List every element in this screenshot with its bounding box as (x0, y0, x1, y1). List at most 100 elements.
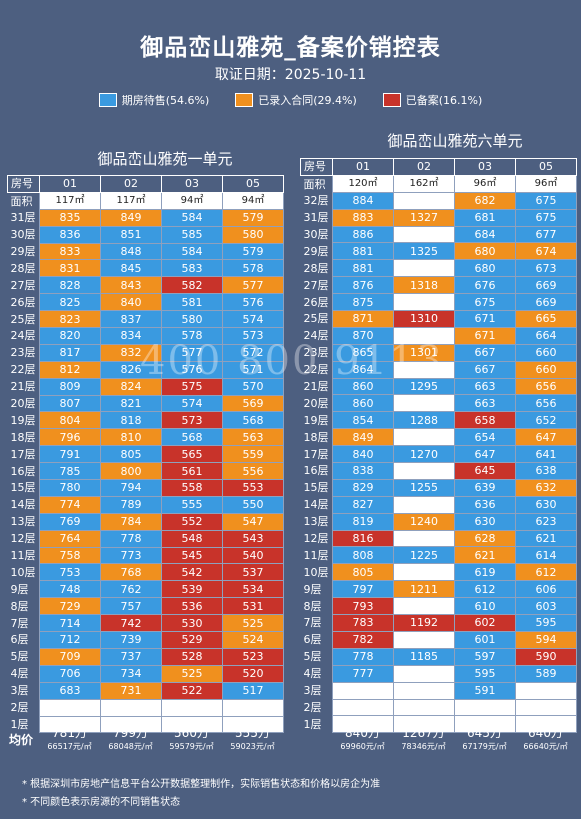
unit-price-cell: 537 (222, 563, 284, 582)
floor-label: 5层 (7, 648, 40, 666)
unit-price-cell: 871 (332, 310, 394, 328)
floor-row: 23层 865 1301 667 660 (300, 343, 577, 362)
unit-price-cell: 574 (222, 310, 284, 329)
unit-price-cell: 671 (454, 310, 516, 328)
floor-label: 13层 (7, 513, 40, 531)
unit-price-cell: 881 (332, 259, 394, 278)
unit-price-cell: 675 (454, 293, 516, 312)
unit-price-cell (393, 259, 455, 278)
avg-price-cell: 840万 69960元/㎡ (332, 724, 393, 752)
floor-row: 19层 854 1288 658 652 (300, 411, 577, 430)
floor-row: 5层 778 1185 597 590 (300, 647, 577, 666)
avg-price-cell: 640万 66640元/㎡ (515, 724, 576, 752)
unit-price-cell: 547 (222, 512, 284, 531)
floor-row: 17层 840 1270 647 641 (300, 445, 577, 464)
unit-price-cell: 742 (100, 614, 162, 633)
unit-price-cell: 647 (515, 428, 577, 447)
floor-row: 26层 875 675 669 (300, 293, 577, 312)
floor-label: 21层 (7, 378, 40, 396)
footnote: * 不同颜色表示房源的不同销售状态 (22, 797, 181, 808)
unit1-table: 房号 01 02 03 05 面积 117㎡ 117㎡ 94㎡ 94㎡ 31层 835 849 584 57… (7, 175, 284, 734)
room-header-label: 房号 (7, 175, 40, 193)
unit-price-cell: 630 (515, 495, 577, 514)
unit6-table: 房号 01 02 03 05 面积 120㎡ 162㎡ 96㎡ 96㎡ 32层 884 682 675 31… (300, 158, 577, 734)
unit-price-cell: 595 (515, 614, 577, 632)
avg-unit-price: 69960元/㎡ (340, 742, 385, 751)
unit-price-cell: 680 (454, 259, 516, 278)
unit-price-cell (393, 715, 455, 734)
unit-price-cell: 623 (515, 512, 577, 531)
unit-price-cell: 660 (515, 343, 577, 362)
unit-price-cell: 606 (515, 580, 577, 599)
room-number: 05 (222, 175, 284, 193)
unit-price-cell: 709 (39, 647, 101, 666)
unit-price-cell (393, 360, 455, 379)
unit-price-cell: 542 (161, 563, 223, 582)
unit-price-cell: 580 (161, 310, 223, 329)
floor-label: 31层 (7, 209, 40, 227)
unit-price-cell: 647 (454, 445, 516, 464)
room-number: 01 (39, 175, 101, 193)
floor-label: 30层 (7, 226, 40, 244)
unit-price-cell (393, 462, 455, 480)
unit-price-cell (515, 681, 577, 700)
unit-price-cell (393, 495, 455, 514)
floor-label: 16层 (7, 462, 40, 480)
unit-price-cell: 883 (332, 208, 394, 227)
unit-price-cell: 816 (332, 529, 394, 548)
unit-price-cell: 812 (39, 360, 101, 379)
unit-price-cell: 753 (39, 563, 101, 582)
floor-label: 8层 (7, 597, 40, 615)
floor-row: 28层 831 845 583 578 (7, 259, 284, 278)
unit-price-cell: 645 (454, 462, 516, 480)
room-area: 94㎡ (222, 191, 284, 210)
floor-label: 1层 (7, 716, 40, 733)
floor-label: 1层 (300, 715, 333, 733)
unit-price-cell: 556 (222, 462, 284, 481)
unit-price-cell: 573 (222, 327, 284, 345)
unit-price-cell: 773 (100, 546, 162, 565)
floor-label: 10层 (7, 563, 40, 581)
legend-label: 已备案(16.1%) (405, 94, 483, 107)
floor-label: 11层 (7, 547, 40, 564)
room-area: 162㎡ (393, 174, 455, 193)
unit-price-cell: 734 (100, 664, 162, 683)
floor-label: 29层 (7, 243, 40, 260)
unit-price-cell: 525 (161, 664, 223, 683)
floor-row: 29层 881 1325 680 674 (300, 242, 577, 261)
unit-price-cell: 778 (100, 529, 162, 548)
unit-price-cell: 674 (515, 242, 577, 261)
unit-price-cell: 840 (100, 293, 162, 312)
unit-price-cell: 603 (515, 597, 577, 616)
avg-unit-price: 66517元/㎡ (47, 742, 92, 751)
floor-label: 7层 (300, 614, 333, 632)
floor-row: 2层 (7, 698, 284, 717)
floor-label: 2层 (7, 699, 40, 716)
unit-price-cell: 835 (39, 208, 101, 227)
floor-row: 8层 793 610 603 (300, 597, 577, 616)
floor-row: 14层 774 789 555 550 (7, 495, 284, 514)
floor-label: 12层 (7, 530, 40, 548)
unit-price-cell: 683 (39, 681, 101, 700)
unit-price-cell: 574 (161, 394, 223, 413)
floor-row: 22层 864 667 660 (300, 360, 577, 379)
unit-price-cell: 583 (161, 259, 223, 278)
unit-price-cell: 1310 (393, 310, 455, 328)
unit-price-cell: 652 (515, 411, 577, 430)
floor-label: 6层 (300, 631, 333, 649)
floor-label: 14层 (7, 496, 40, 514)
floor-row: 16层 838 645 638 (300, 462, 577, 480)
avg-total-price: 840万 (345, 726, 380, 740)
unit-price-cell (393, 394, 455, 413)
room-number: 05 (515, 158, 577, 176)
unit-price-cell: 548 (161, 529, 223, 548)
unit-price-cell: 712 (39, 631, 101, 649)
unit-price-cell: 669 (515, 276, 577, 295)
unit-price-cell: 737 (100, 647, 162, 666)
room-area: 117㎡ (39, 191, 101, 210)
unit-price-cell: 849 (100, 208, 162, 227)
unit-price-cell: 612 (515, 563, 577, 582)
avg-price-cell: 781万 66517元/㎡ (39, 724, 100, 752)
unit-price-cell: 854 (332, 411, 394, 430)
floor-label: 17层 (7, 445, 40, 463)
